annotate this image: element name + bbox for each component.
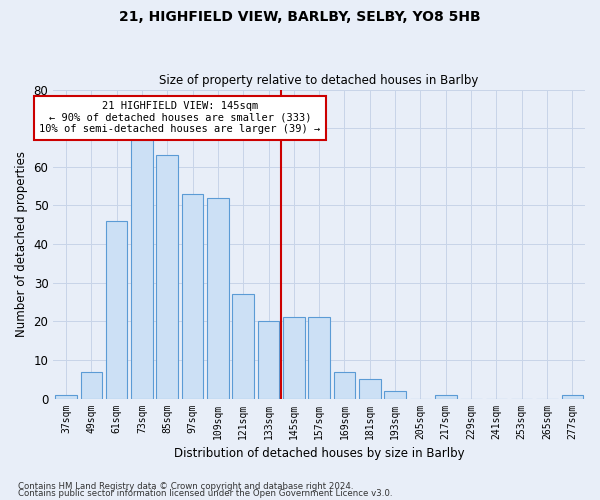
- Bar: [562, 394, 583, 398]
- Bar: [232, 294, 254, 399]
- Text: 21 HIGHFIELD VIEW: 145sqm
← 90% of detached houses are smaller (333)
10% of semi: 21 HIGHFIELD VIEW: 145sqm ← 90% of detac…: [39, 101, 320, 134]
- Bar: [359, 379, 380, 398]
- Text: Contains public sector information licensed under the Open Government Licence v3: Contains public sector information licen…: [18, 489, 392, 498]
- Bar: [334, 372, 355, 398]
- Bar: [435, 394, 457, 398]
- Bar: [385, 391, 406, 398]
- Bar: [207, 198, 229, 398]
- Bar: [55, 394, 77, 398]
- Y-axis label: Number of detached properties: Number of detached properties: [15, 151, 28, 337]
- Bar: [131, 140, 152, 398]
- Text: 21, HIGHFIELD VIEW, BARLBY, SELBY, YO8 5HB: 21, HIGHFIELD VIEW, BARLBY, SELBY, YO8 5…: [119, 10, 481, 24]
- Bar: [308, 318, 330, 398]
- Bar: [258, 322, 279, 398]
- X-axis label: Distribution of detached houses by size in Barlby: Distribution of detached houses by size …: [174, 447, 464, 460]
- Bar: [157, 155, 178, 398]
- Bar: [182, 194, 203, 398]
- Bar: [106, 221, 127, 398]
- Bar: [283, 318, 305, 398]
- Bar: [80, 372, 102, 398]
- Title: Size of property relative to detached houses in Barlby: Size of property relative to detached ho…: [160, 74, 479, 87]
- Text: Contains HM Land Registry data © Crown copyright and database right 2024.: Contains HM Land Registry data © Crown c…: [18, 482, 353, 491]
